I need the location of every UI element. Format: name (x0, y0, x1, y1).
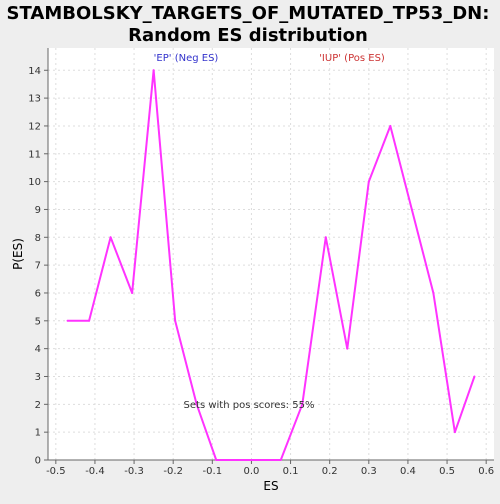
data-point (473, 375, 476, 378)
x-tick-label: 0.4 (400, 466, 416, 477)
y-tick-label: 6 (35, 288, 41, 299)
data-point (195, 403, 198, 406)
y-tick-label: 13 (28, 94, 41, 105)
data-point (88, 319, 91, 322)
data-point (301, 403, 304, 406)
y-tick-label: 8 (35, 233, 41, 244)
x-tick-label: -0.2 (163, 466, 183, 477)
axes: -0.5 -0.4 -0.3 -0.2 -0.1 0.0 0.1 0.2 0.3 0.4 0.5 0.… (28, 48, 494, 477)
x-tick-label: -0.5 (46, 466, 66, 477)
data-point (131, 291, 134, 294)
x-axis-label: ES (263, 479, 278, 493)
data-point (453, 431, 456, 434)
x-tick-label: 0.5 (439, 466, 455, 477)
data-point (324, 236, 327, 239)
data-point (152, 69, 155, 72)
x-tick-label: -0.1 (203, 466, 223, 477)
x-tick-label: 0.1 (283, 466, 299, 477)
data-point (109, 236, 112, 239)
y-tick-label: 7 (35, 261, 41, 272)
y-tick-label: 10 (28, 177, 41, 188)
chart-title-line2: Random ES distribution (128, 25, 368, 46)
data-point (346, 347, 349, 350)
data-point (432, 291, 435, 294)
y-tick-label: 2 (35, 400, 41, 411)
data-point (279, 459, 282, 461)
y-tick-label: 1 (35, 428, 41, 439)
data-point (258, 459, 261, 461)
data-point (410, 208, 413, 211)
data-point (236, 459, 239, 461)
pos-score-annotation: Sets with pos scores: 55% (184, 400, 315, 411)
x-tick-label: -0.3 (124, 466, 144, 477)
y-tick-label: 3 (35, 372, 41, 383)
x-tick-label: 0.0 (243, 466, 259, 477)
y-tick-label: 5 (35, 316, 41, 327)
x-tick-label: -0.4 (85, 466, 105, 477)
y-tick-label: 11 (28, 149, 41, 160)
y-tick-label: 0 (35, 456, 41, 467)
series-line (67, 69, 476, 461)
neg-es-label: 'EP' (Neg ES) (154, 53, 219, 64)
data-point (389, 124, 392, 127)
plot-area (48, 48, 494, 460)
series-layer (66, 69, 476, 461)
data-point (367, 180, 370, 183)
y-tick-label: 12 (28, 121, 41, 132)
y-axis-label: P(ES) (11, 238, 25, 270)
pos-es-label: 'IUP' (Pos ES) (319, 53, 385, 64)
data-point (66, 319, 69, 322)
data-point (215, 459, 218, 461)
y-tick-label: 4 (35, 344, 41, 355)
y-tick-label: 9 (35, 205, 41, 216)
y-tick-label: 14 (28, 66, 41, 77)
chart-title-line1: STAMBOLSKY_TARGETS_OF_MUTATED_TP53_DN: (7, 3, 490, 24)
x-tick-label: 0.3 (361, 466, 377, 477)
data-point (174, 319, 177, 322)
x-tick-label: 0.6 (478, 466, 494, 477)
x-tick-label: 0.2 (322, 466, 338, 477)
